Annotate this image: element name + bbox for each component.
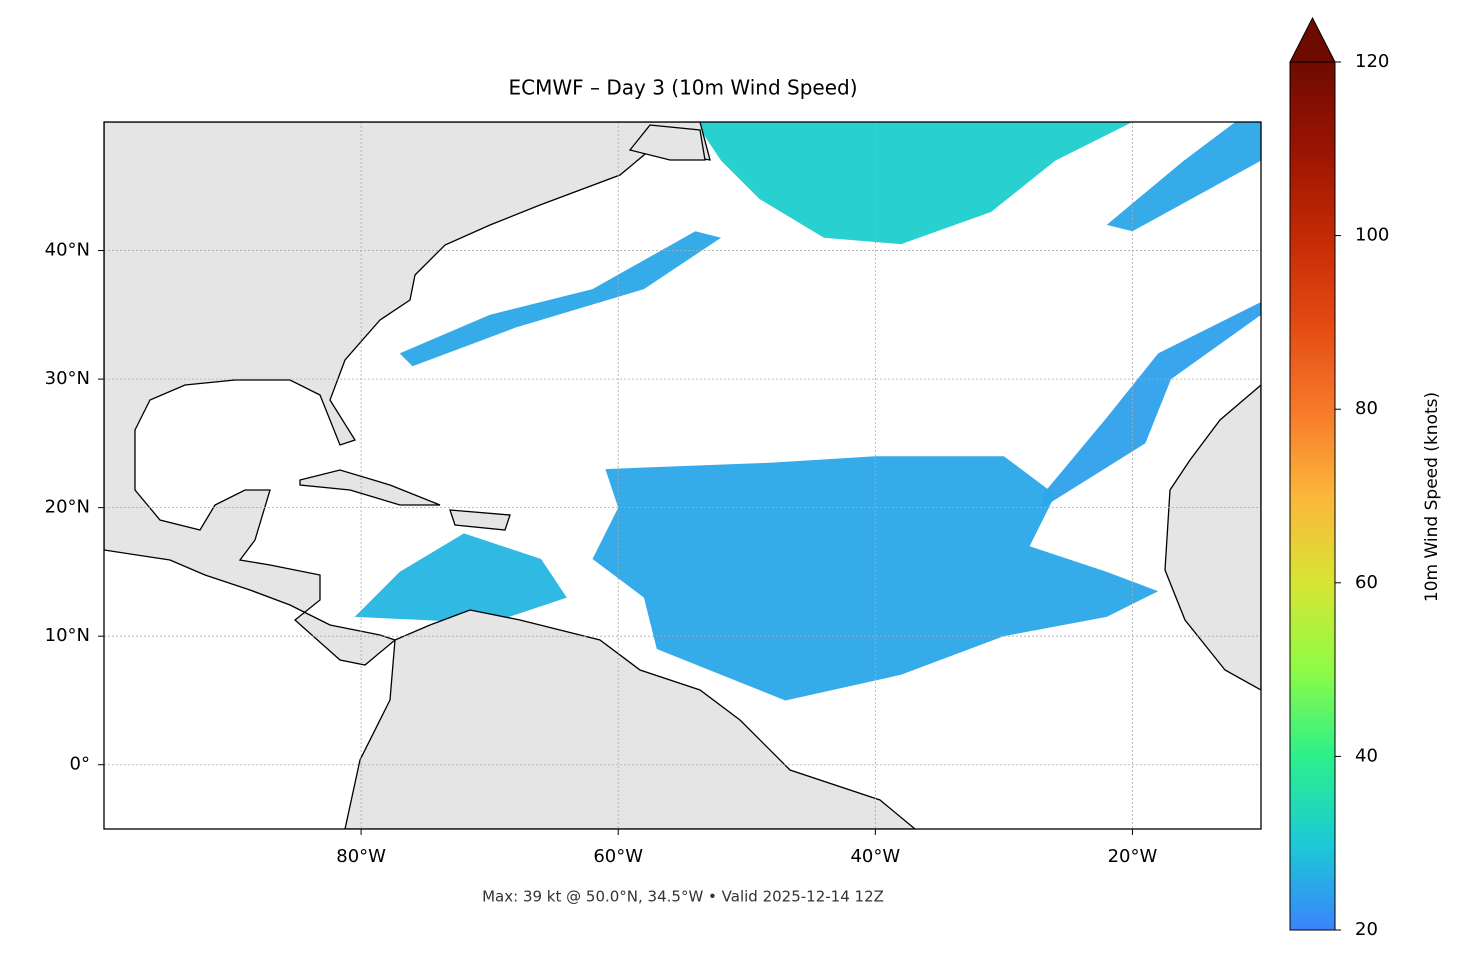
colorbar-tick-label: 60	[1355, 572, 1378, 593]
cuba	[299, 469, 441, 506]
wind-region	[1106, 122, 1261, 232]
colorbar-extend	[1289, 16, 1336, 63]
south-america	[344, 609, 917, 829]
wind-region	[399, 231, 722, 367]
wind-region	[354, 533, 567, 624]
x-tick-label: 60°W	[593, 846, 643, 867]
wind-region	[695, 122, 1133, 245]
colorbar-tick-label: 80	[1355, 398, 1378, 419]
colorbar-tick-label: 20	[1355, 919, 1378, 940]
y-tick-label: 10°N	[45, 625, 90, 646]
y-tick-label: 40°N	[45, 240, 90, 261]
colorbar-tick-label: 120	[1355, 51, 1389, 72]
y-tick-label: 0°	[70, 754, 90, 775]
landmasses	[104, 122, 1261, 829]
map-title: ECMWF – Day 3 (10m Wind Speed)	[509, 76, 858, 100]
map-frame	[103, 121, 1262, 830]
y-tick-label: 20°N	[45, 497, 90, 518]
colorbar-label: 10m Wind Speed (knots)	[1422, 392, 1442, 602]
wind-region	[1042, 301, 1261, 508]
x-tick-label: 20°W	[1108, 846, 1158, 867]
newfoundland	[628, 124, 706, 161]
graticule	[104, 122, 1261, 829]
y-tick-label: 30°N	[45, 368, 90, 389]
colorbar: 20 40 60 80 100 120	[1289, 16, 1389, 940]
x-tick-label: 40°W	[850, 846, 900, 867]
colorbar-tick-label: 40	[1355, 745, 1378, 766]
map-area	[104, 122, 1261, 829]
footer-note: Max: 39 kt @ 50.0°N, 34.5°W • Valid 2025…	[482, 888, 884, 906]
north-america	[104, 122, 711, 666]
africa	[1164, 384, 1261, 691]
colorbar-tick-label: 100	[1355, 225, 1389, 246]
colorbar-scale	[1289, 61, 1336, 931]
x-tick-label: 80°W	[336, 846, 386, 867]
axes: 80°W 60°W 40°W 20°W 0° 10°N 20°N 30°N 40°N	[45, 240, 1158, 867]
hispaniola	[449, 509, 511, 531]
